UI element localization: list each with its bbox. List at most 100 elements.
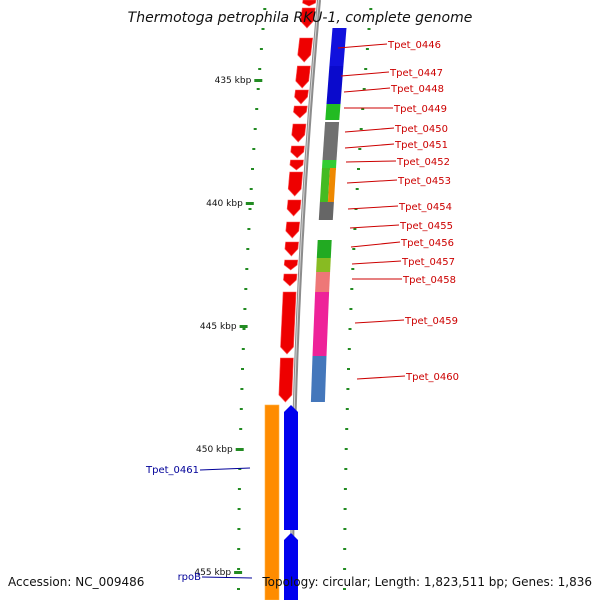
forward-cds-arrow [283, 273, 298, 287]
cog-block [327, 168, 336, 202]
forward-gene-label: Tpet_0454 [398, 202, 452, 213]
guide-dot [345, 428, 349, 430]
forward-cds-arrow [278, 357, 294, 403]
forward-gene-leader [345, 160, 397, 163]
guide-dot [263, 8, 267, 10]
scale-tick-label: 445 kbp [200, 322, 237, 332]
guide-dot [261, 28, 265, 30]
forward-gene-label: Tpet_0448 [390, 84, 444, 95]
cog-block [315, 272, 331, 292]
cog-block [310, 356, 327, 402]
guide-dot [248, 208, 252, 210]
scale-tick-label: 450 kbp [196, 445, 233, 455]
guide-dot [237, 568, 241, 570]
forward-cds-arrow [283, 259, 299, 271]
forward-gene-label: Tpet_0447 [389, 68, 443, 79]
scale-tick-label: 435 kbp [215, 76, 252, 86]
forward-gene-label: Tpet_0456 [400, 238, 454, 249]
forward-gene-leader [344, 143, 395, 149]
guide-dot [344, 468, 348, 470]
guide-dot [237, 508, 241, 510]
guide-dot [362, 88, 366, 90]
guide-dot [255, 108, 259, 110]
guide-dot [359, 128, 363, 130]
reverse-gene-label: rpoB [178, 572, 202, 583]
reverse-cds-arrow [284, 533, 298, 600]
guide-dot [343, 528, 347, 530]
cog-block [329, 28, 347, 66]
scale-tick-label: 440 kbp [206, 199, 243, 209]
forward-cds-arrow [302, 0, 317, 7]
reverse-cog-block [264, 404, 280, 601]
guide-dot [243, 308, 247, 310]
forward-cds-arrow [286, 199, 302, 217]
forward-cds-arrow [280, 291, 297, 355]
cog-block [316, 258, 331, 272]
cog-block [319, 168, 330, 202]
forward-gene-label: Tpet_0457 [401, 257, 455, 268]
guide-dot [350, 288, 354, 290]
guide-dot [237, 548, 241, 550]
reverse-cds-arrow [284, 405, 298, 530]
cog-block [325, 104, 341, 120]
guide-dot [367, 28, 371, 30]
forward-cds-arrow [284, 241, 299, 257]
forward-cds-arrow [287, 171, 304, 197]
forward-cds-arrow [293, 105, 308, 119]
cog-block [316, 240, 332, 258]
guide-dot [355, 188, 359, 190]
forward-gene-label: Tpet_0458 [402, 275, 456, 286]
guide-dot [244, 288, 248, 290]
guide-dot [348, 328, 352, 330]
forward-cds-arrow [297, 37, 314, 63]
cog-block [312, 292, 330, 356]
summary-text: Topology: circular; Length: 1,823,511 bp… [262, 575, 592, 589]
reverse-gene-label: Tpet_0461 [145, 465, 199, 476]
reverse-gene-leader [199, 467, 251, 471]
forward-gene-label: Tpet_0460 [405, 372, 459, 383]
guide-dot [238, 468, 242, 470]
guide-dot [349, 308, 353, 310]
forward-gene-label: Tpet_0446 [387, 40, 441, 51]
guide-dot [358, 148, 362, 150]
forward-gene-leader [349, 224, 400, 229]
tick-layer: 435 kbp 440 kbp 445 kbp 450 kbp 455 kbp [194, 76, 263, 578]
guide-dot [343, 568, 347, 570]
map-title: Thermotoga petrophila RKU-1, complete ge… [127, 10, 473, 26]
forward-gene-label: Tpet_0449 [393, 104, 447, 115]
guide-dot [253, 128, 257, 130]
forward-gene-leader [354, 319, 405, 324]
forward-gene-leader [343, 87, 391, 93]
scale-tick [239, 325, 248, 328]
forward-gene-label: Tpet_0455 [399, 221, 453, 232]
forward-gene-leader [340, 71, 390, 77]
forward-gene-leader [346, 179, 398, 184]
forward-cds-arrow [300, 7, 316, 29]
forward-cds-arrow [295, 65, 311, 89]
guide-dot [343, 508, 347, 510]
forward-cds-arrow [289, 159, 304, 171]
guide-dot [259, 48, 263, 50]
forward-gene-leader [337, 43, 388, 49]
guide-dot [344, 448, 348, 450]
guide-dot [347, 348, 351, 350]
scale-tick [235, 448, 244, 451]
scale-tick [245, 202, 254, 205]
guide-dot [343, 488, 347, 490]
guide-dot [353, 228, 357, 230]
feature-layer [264, 0, 347, 601]
cog-block [318, 202, 334, 220]
guide-dot [351, 268, 355, 270]
forward-gene-leader [347, 205, 399, 210]
label-layer: Tpet_0446 Tpet_0447 Tpet_0448 Tpet_0449 Tpet… [145, 40, 459, 583]
guide-dot [241, 368, 244, 370]
cog-block [326, 66, 344, 104]
guide-dot [249, 188, 253, 190]
guide-dot [246, 248, 250, 250]
forward-cds-arrow [291, 123, 307, 143]
guide-dot [361, 108, 365, 110]
guide-dot [364, 68, 368, 70]
cog-block [321, 160, 337, 170]
guide-dot [252, 148, 256, 150]
